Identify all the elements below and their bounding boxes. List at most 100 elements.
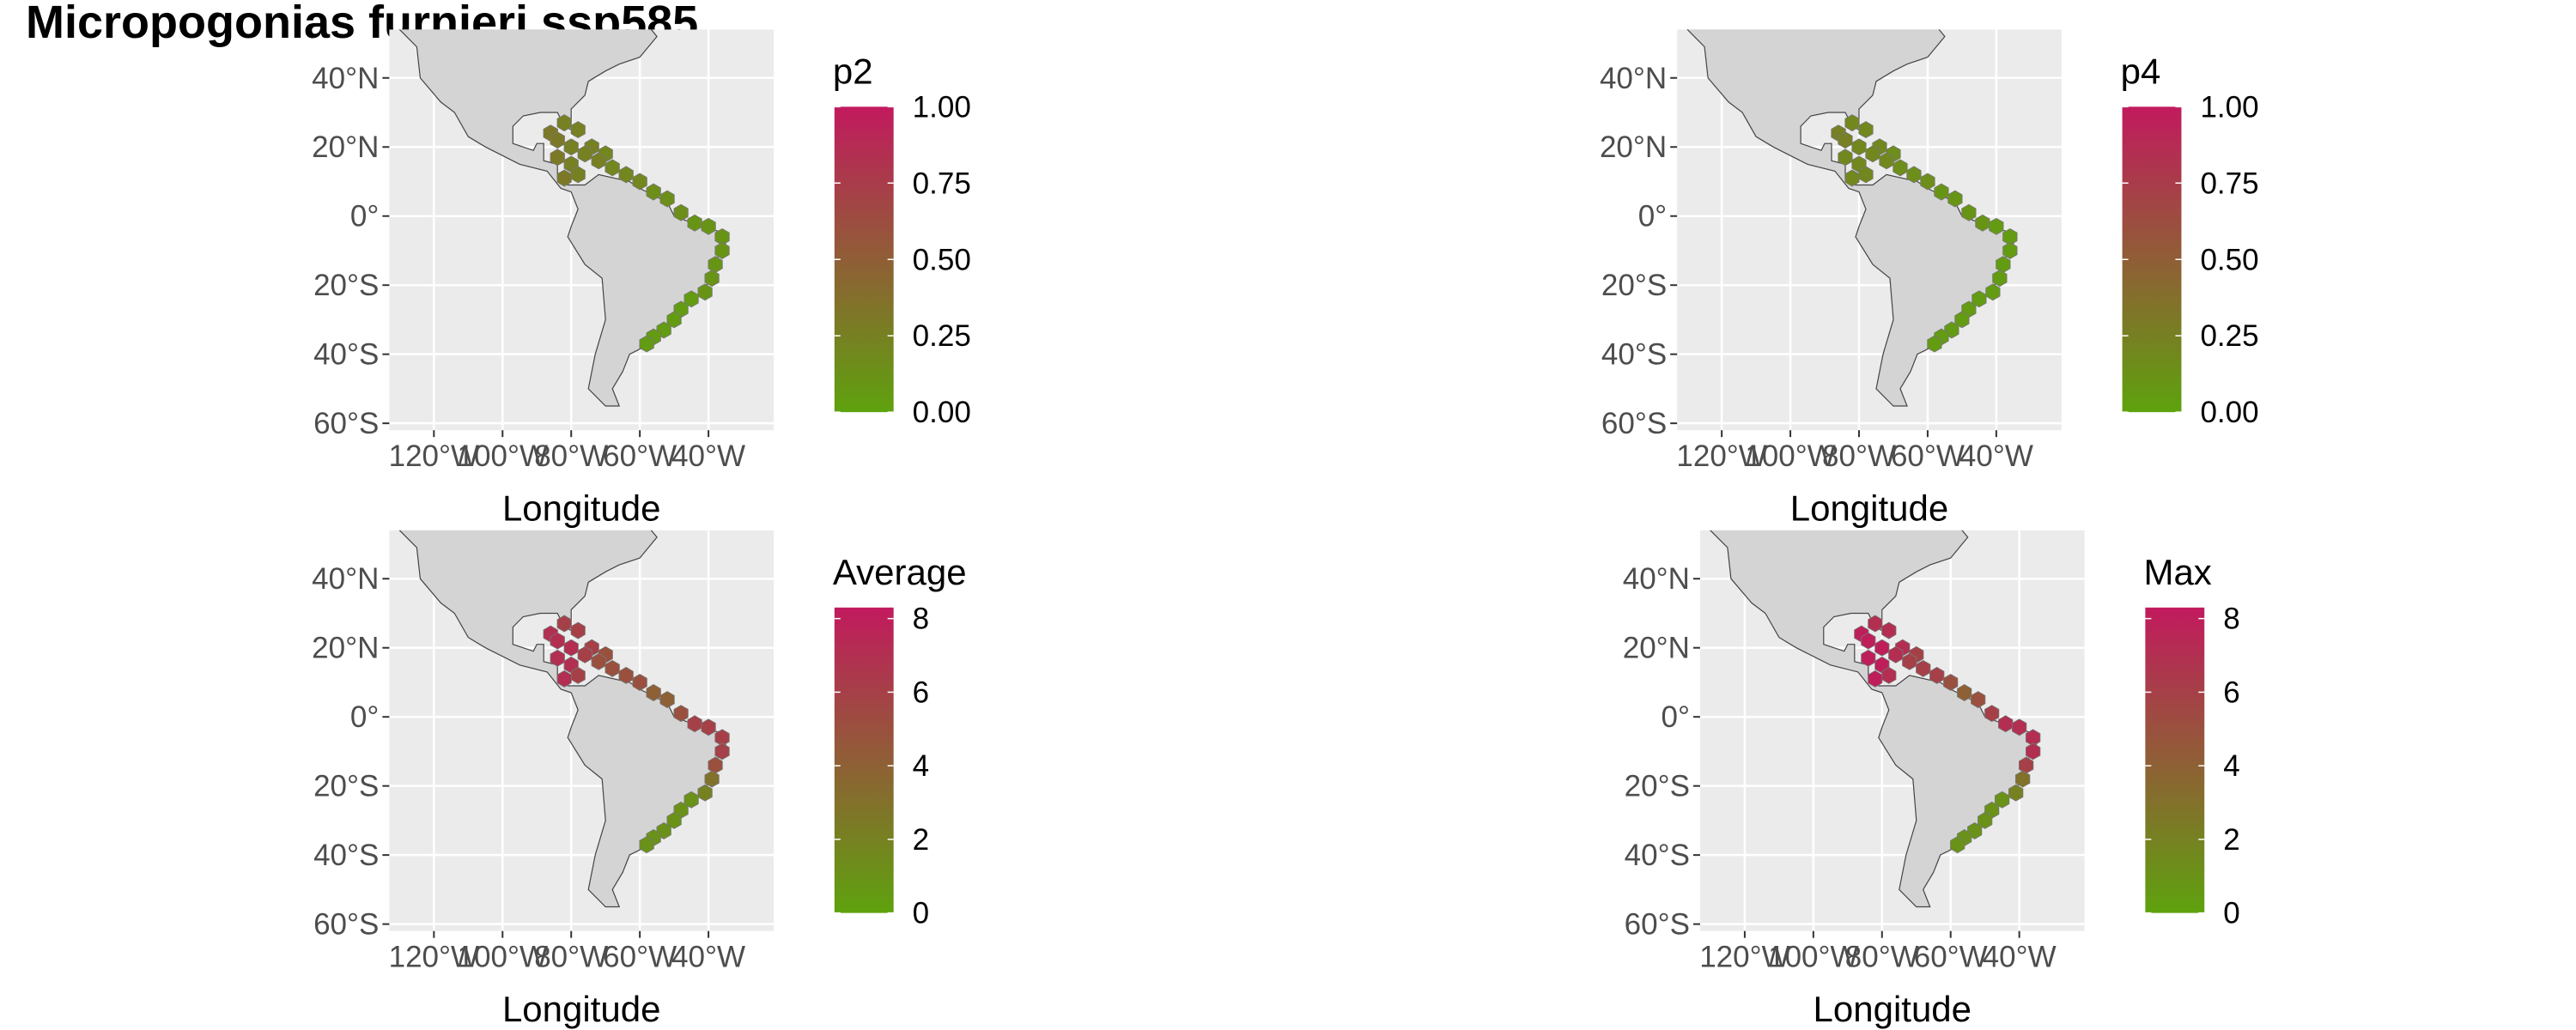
x-tick-label: 40°W: [671, 439, 745, 473]
hex-cell: [1858, 121, 1874, 139]
hex-cell: [1888, 645, 1904, 663]
hex-cell: [704, 770, 720, 788]
colorbar: [834, 106, 894, 413]
y-tick-label: 40°S: [1601, 338, 1667, 372]
hex-cell: [570, 121, 586, 139]
y-tick-label: 20°S: [313, 269, 379, 302]
hex-cell: [618, 166, 634, 184]
colorbar-tick-label: 0: [913, 897, 929, 930]
y-tick-label: 20°N: [312, 632, 379, 665]
hex-cell: [697, 784, 713, 802]
hex-cell: [1997, 715, 2014, 733]
hex-cell: [550, 148, 565, 167]
map-area: [398, 29, 730, 407]
hex-cell: [1929, 666, 1945, 684]
y-tick-label: 40°N: [312, 562, 379, 596]
x-tick-label: 120°W: [389, 439, 479, 473]
x-tick-label: 60°W: [1891, 439, 1965, 473]
y-tick-label: 60°S: [313, 908, 379, 942]
y-tick-label: 60°S: [313, 407, 379, 440]
colorbar-tick-label: 8: [913, 603, 929, 636]
y-tick-label: 20°N: [1600, 130, 1667, 164]
colorbar-tick-label: 0: [2223, 897, 2239, 930]
hex-cell: [1858, 166, 1874, 184]
hex-cell: [687, 214, 702, 232]
x-tick-label: 120°W: [1676, 439, 1766, 473]
x-tick-label: 100°W: [458, 941, 548, 974]
hex-cell: [570, 166, 586, 184]
colorbar-tick-label: 2: [913, 823, 929, 857]
hex-cell: [550, 632, 565, 650]
map-area: [398, 530, 730, 908]
hex-cell: [666, 311, 682, 329]
x-tick-label: 80°W: [1822, 439, 1896, 473]
legend-title: Average: [833, 552, 967, 592]
hex-cell: [1844, 169, 1860, 187]
hex-cell: [563, 138, 579, 156]
legend-title: Max: [2143, 552, 2211, 592]
y-tick-label: 40°N: [312, 62, 379, 95]
x-tick-label: 60°W: [603, 439, 677, 473]
hex-cell: [1851, 138, 1867, 156]
hex-cell: [556, 114, 572, 132]
hex-cell: [1906, 166, 1922, 184]
hex-cell: [646, 183, 661, 201]
colorbar-tick-label: 4: [913, 749, 929, 783]
map-area: [1709, 530, 2041, 908]
hex-cell: [687, 715, 702, 733]
hex-cell: [618, 666, 634, 684]
hex-cell: [1879, 152, 1894, 170]
x-tick-label: 100°W: [1745, 439, 1835, 473]
colorbar-tick-label: 0.00: [2200, 396, 2258, 429]
hex-cell: [1947, 190, 1963, 208]
hex-cell: [659, 691, 675, 709]
y-tick-label: 20°N: [312, 130, 379, 164]
hex-cell: [556, 670, 572, 688]
hex-cell: [1992, 270, 2008, 288]
hex-cell: [646, 684, 661, 701]
colorbar-tick-label: 0.25: [913, 319, 971, 353]
y-tick-label: 40°S: [313, 839, 379, 872]
hex-cell: [550, 649, 565, 667]
y-tick-label: 20°S: [1601, 269, 1667, 302]
y-tick-label: 0°: [1638, 200, 1667, 233]
hex-cell: [2002, 242, 2018, 259]
y-tick-label: 40°N: [1623, 562, 1690, 596]
map-area: [1686, 29, 2018, 407]
hex-cell: [704, 270, 720, 288]
legend-title: p4: [2121, 52, 2161, 92]
hex-cell: [1994, 791, 2010, 809]
colorbar-tick-label: 2: [2223, 823, 2239, 857]
x-axis-title: Longitude: [502, 488, 661, 528]
hex-cell: [1844, 114, 1860, 132]
hex-cell: [1881, 621, 1897, 639]
hex-cell: [632, 674, 647, 691]
y-tick-label: 60°S: [1601, 407, 1667, 440]
colorbar: [2145, 607, 2205, 913]
hex-cell: [683, 290, 699, 308]
x-tick-label: 120°W: [389, 941, 479, 974]
x-tick-label: 80°W: [534, 439, 608, 473]
hex-cell: [1978, 811, 1993, 829]
hex-cell: [714, 742, 730, 760]
colorbar-tick-label: 0.50: [913, 243, 971, 276]
hex-cell: [673, 203, 689, 221]
colorbar-tick-label: 4: [2223, 749, 2239, 783]
y-tick-label: 20°S: [1625, 770, 1690, 803]
colorbar: [834, 607, 894, 913]
hex-cell: [1838, 131, 1853, 149]
hex-cell: [1975, 214, 1990, 232]
hex-cell: [591, 652, 606, 670]
hex-cell: [1927, 335, 1942, 353]
hex-cell: [556, 615, 572, 633]
hex-cell: [1861, 632, 1876, 650]
y-tick-label: 40°S: [313, 338, 379, 372]
hex-cell: [570, 621, 586, 639]
hex-cell: [1916, 659, 1931, 677]
hex-cell: [577, 645, 592, 663]
